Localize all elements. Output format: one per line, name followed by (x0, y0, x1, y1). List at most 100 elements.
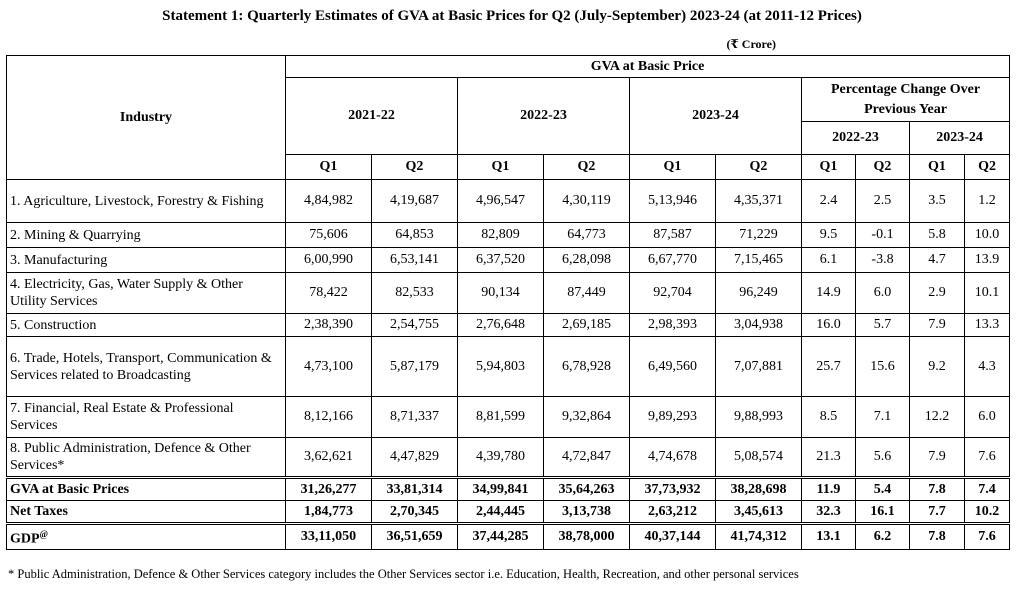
value-cell: 7.1 (855, 396, 910, 438)
value-cell: 4,96,547 (457, 179, 544, 223)
pct-year-header: 2023-24 (908, 121, 1011, 155)
value-cell: 25.7 (801, 336, 856, 397)
table-row: 6. Trade, Hotels, Transport, Communicati… (6, 336, 1011, 397)
value-cell: 4.3 (963, 336, 1011, 397)
industry-header: Industry (6, 55, 286, 180)
value-cell: 5,08,574 (715, 437, 802, 478)
value-cell: 1.2 (963, 179, 1011, 223)
value-cell: 3,04,938 (715, 313, 802, 337)
value-cell: 10.1 (963, 272, 1011, 314)
quarter-header: Q1 (285, 154, 372, 180)
value-cell: 71,229 (715, 222, 802, 248)
total-value-cell: 16.1 (855, 500, 910, 524)
value-cell: 2,38,390 (285, 313, 372, 337)
value-cell: 2,69,185 (543, 313, 630, 337)
value-cell: 6,00,990 (285, 247, 372, 273)
value-cell: 5.6 (855, 437, 910, 478)
value-cell: 14.9 (801, 272, 856, 314)
value-cell: 90,134 (457, 272, 544, 314)
value-cell: 4,19,687 (371, 179, 458, 223)
total-label: GVA at Basic Prices (6, 476, 286, 501)
value-cell: 4,39,780 (457, 437, 544, 478)
value-cell: 4,72,847 (543, 437, 630, 478)
total-value-cell: 37,44,285 (457, 522, 544, 550)
value-cell: 82,533 (371, 272, 458, 314)
footnote: * Public Administration, Defence & Other… (8, 567, 799, 581)
value-cell: 87,587 (629, 222, 716, 248)
gva-table: Industry GVA at Basic Price 2021-22 2022… (6, 55, 1011, 550)
statement-title: Statement 1: Quarterly Estimates of GVA … (162, 8, 862, 24)
quarter-header: Q1 (629, 154, 716, 180)
value-cell: 8.5 (801, 396, 856, 438)
total-value-cell: 10.2 (963, 500, 1011, 524)
quarter-header: Q2 (715, 154, 802, 180)
total-value-cell: 2,70,345 (371, 500, 458, 524)
industry-label: 3. Manufacturing (6, 247, 286, 273)
table-row: 2. Mining & Quarrying 75,606 64,853 82,809 6… (6, 222, 1011, 248)
table-row: 1. Agriculture, Livestock, Forestry & Fi… (6, 179, 1011, 223)
industry-label: 8. Public Administration, Defence & Othe… (6, 437, 286, 478)
total-row: GDP@ 33,11,050 36,51,659 37,44,285 38,78,000… (6, 522, 1011, 550)
value-cell: 4,30,119 (543, 179, 630, 223)
total-value-cell: 7.4 (963, 476, 1011, 501)
value-cell: 4,73,100 (285, 336, 372, 397)
value-cell: 8,12,166 (285, 396, 372, 438)
quarter-header: Q1 (801, 154, 856, 180)
value-cell: 7.9 (909, 313, 965, 337)
value-cell: 13.9 (963, 247, 1011, 273)
total-label-text: Net Taxes (10, 504, 68, 519)
total-value-cell: 2,63,212 (629, 500, 716, 524)
value-cell: 4,35,371 (715, 179, 802, 223)
value-cell: 2.9 (909, 272, 965, 314)
value-cell: 7.9 (909, 437, 965, 478)
pct-year-header: 2022-23 (801, 121, 910, 155)
quarter-header: Q2 (371, 154, 458, 180)
value-cell: 8,71,337 (371, 396, 458, 438)
value-cell: 96,249 (715, 272, 802, 314)
total-value-cell: 35,64,263 (543, 476, 630, 501)
value-cell: 6.0 (855, 272, 910, 314)
value-cell: 64,773 (543, 222, 630, 248)
value-cell: 21.3 (801, 437, 856, 478)
year-header: 2021-22 (285, 77, 458, 155)
value-cell: 6,37,520 (457, 247, 544, 273)
value-cell: 6,49,560 (629, 336, 716, 397)
value-cell: 3,62,621 (285, 437, 372, 478)
total-label-text: GVA at Basic Prices (10, 482, 130, 497)
total-value-cell: 1,84,773 (285, 500, 372, 524)
value-cell: 7,15,465 (715, 247, 802, 273)
value-cell: 5,94,803 (457, 336, 544, 397)
value-cell: 10.0 (963, 222, 1011, 248)
value-cell: 5.8 (909, 222, 965, 248)
total-value-cell: 37,73,932 (629, 476, 716, 501)
year-header: 2023-24 (629, 77, 802, 155)
value-cell: 6.0 (963, 396, 1011, 438)
value-cell: 6,78,928 (543, 336, 630, 397)
value-cell: 5,13,946 (629, 179, 716, 223)
total-label-text: GDP (10, 531, 40, 547)
year-header: 2022-23 (457, 77, 630, 155)
value-cell: 15.6 (855, 336, 910, 397)
value-cell: -3.8 (855, 247, 910, 273)
value-cell: 5.7 (855, 313, 910, 337)
total-value-cell: 3,45,613 (715, 500, 802, 524)
table-row: 5. Construction 2,38,390 2,54,755 2,76,648 2… (6, 313, 1011, 337)
value-cell: 6,28,098 (543, 247, 630, 273)
total-value-cell: 7.6 (963, 522, 1011, 550)
total-row: GVA at Basic Prices 31,26,277 33,81,314 34,… (6, 476, 1011, 501)
total-value-cell: 7.8 (909, 522, 965, 550)
total-value-cell: 41,74,312 (715, 522, 802, 550)
total-row: Net Taxes 1,84,773 2,70,345 2,44,445 3,13,73… (6, 500, 1011, 524)
table-row: 7. Financial, Real Estate & Professional… (6, 396, 1011, 438)
value-cell: 82,809 (457, 222, 544, 248)
value-cell: 4,84,982 (285, 179, 372, 223)
value-cell: 6,67,770 (629, 247, 716, 273)
value-cell: 78,422 (285, 272, 372, 314)
total-value-cell: 38,78,000 (543, 522, 630, 550)
total-value-cell: 6.2 (855, 522, 910, 550)
total-value-cell: 11.9 (801, 476, 856, 501)
gva-group-header: GVA at Basic Price (284, 55, 1011, 78)
total-value-cell: 5.4 (855, 476, 910, 501)
value-cell: 6.1 (801, 247, 856, 273)
industry-label: 6. Trade, Hotels, Transport, Communicati… (6, 336, 286, 397)
